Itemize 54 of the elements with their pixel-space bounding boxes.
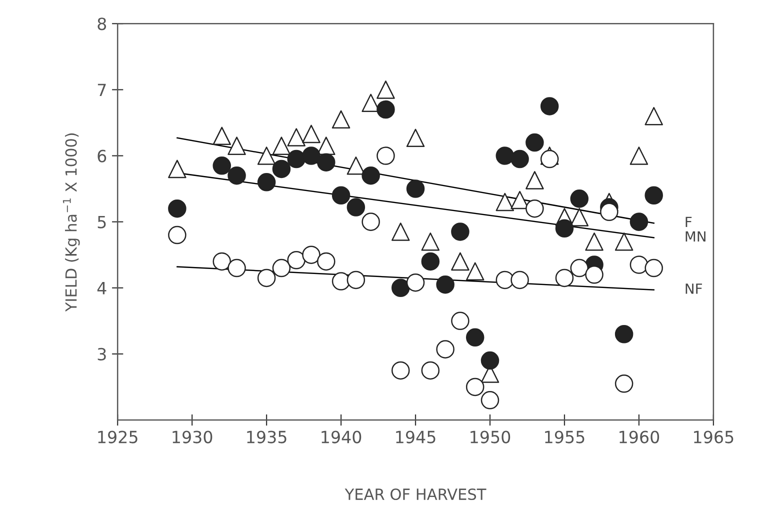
- y-tick-label: 8: [98, 18, 106, 30]
- point: [376, 100, 395, 119]
- point: [346, 198, 366, 216]
- y-tick-label: 5: [98, 216, 106, 228]
- point: [228, 166, 246, 185]
- point: [302, 146, 320, 165]
- point: [570, 190, 589, 208]
- point: [600, 202, 618, 222]
- x-tick-label: 1955: [545, 430, 584, 444]
- x-tick-label: 1925: [98, 430, 138, 444]
- point: [540, 97, 559, 116]
- text: NF: [686, 284, 702, 294]
- y-tick-label: 3: [98, 348, 106, 361]
- x-tick-label: 1935: [247, 430, 286, 444]
- point: [257, 173, 276, 192]
- point: [451, 222, 470, 241]
- point: [630, 212, 648, 231]
- y-axis-title: YIELD (Kg ha$^{−1}$ X 1000): [62, 133, 80, 312]
- point: [585, 266, 604, 284]
- text: F: [686, 216, 692, 227]
- point: [406, 180, 425, 198]
- y-tick-label: 6: [98, 150, 106, 162]
- point: [317, 153, 336, 172]
- point: [287, 150, 306, 168]
- point: [614, 324, 634, 344]
- point: [555, 219, 574, 238]
- x-tick-label: 1940: [322, 430, 362, 444]
- x-axis-title: YEAR OF HARVEST: [344, 488, 486, 500]
- x-tick-label: 1945: [396, 430, 436, 444]
- point: [526, 133, 544, 152]
- point: [391, 278, 410, 298]
- point: [480, 351, 500, 370]
- y-tick-label: 7: [98, 84, 106, 96]
- point: [644, 186, 663, 205]
- point: [496, 146, 514, 165]
- x-tick-label: 1950: [470, 430, 510, 444]
- point: [168, 199, 186, 218]
- point: [540, 150, 559, 168]
- point: [466, 328, 484, 347]
- point: [228, 258, 246, 278]
- x-tick-label: 1930: [172, 430, 212, 444]
- x-tick-label: 1960: [620, 430, 660, 444]
- y-tick-label: 4: [97, 282, 106, 294]
- point: [510, 270, 529, 290]
- point: [332, 186, 350, 205]
- text: MN: [686, 231, 706, 242]
- point: [346, 270, 366, 290]
- point: [421, 252, 440, 271]
- point: [510, 150, 529, 168]
- point: [212, 156, 231, 175]
- point: [272, 160, 291, 178]
- point: [436, 275, 454, 294]
- x-tick-label: 1965: [694, 430, 734, 444]
- point: [362, 166, 380, 185]
